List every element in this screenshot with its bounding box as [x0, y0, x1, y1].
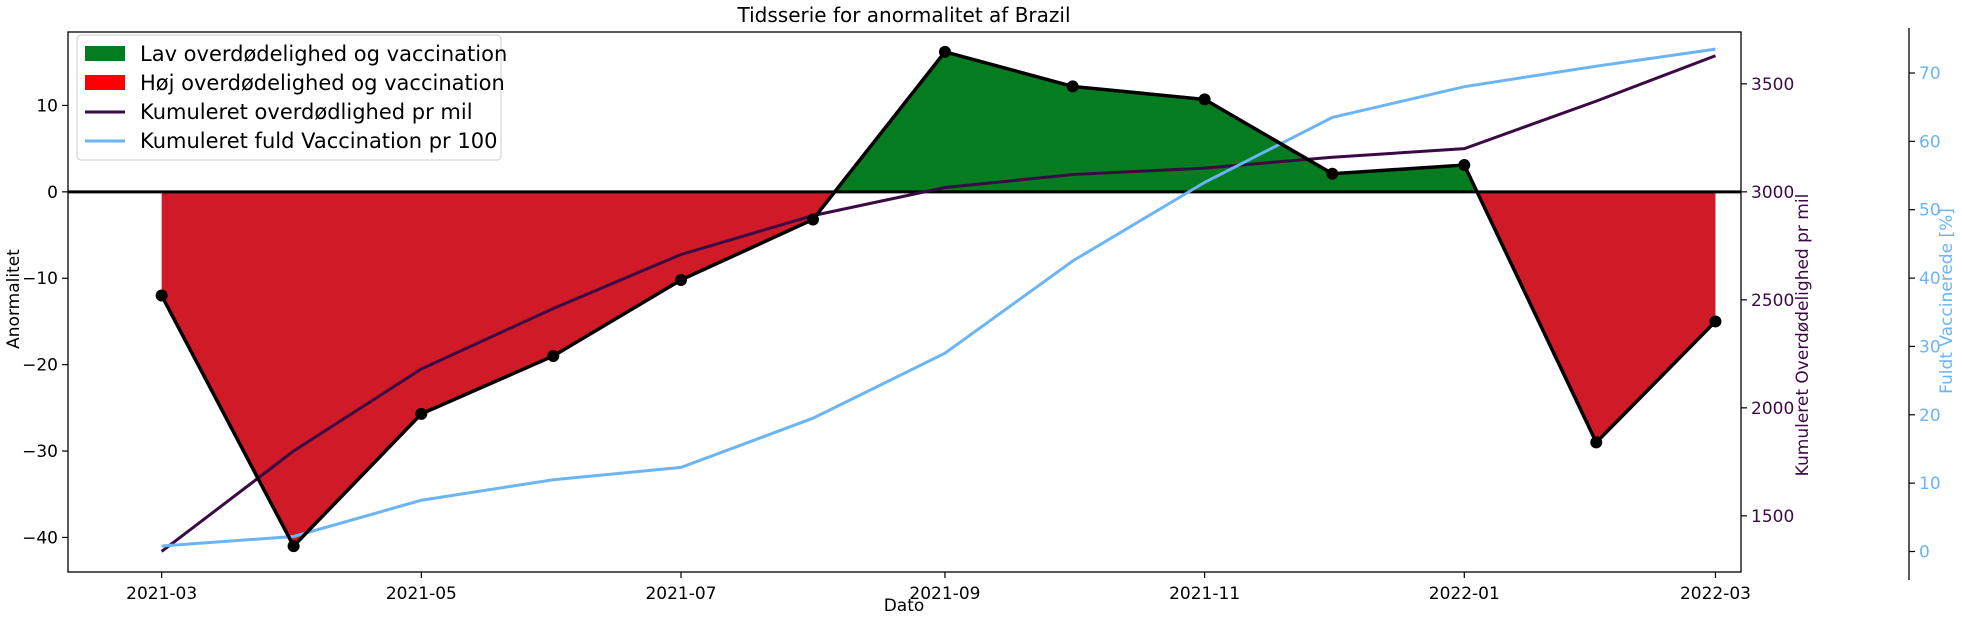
- y-right2-tick-label: 40: [1919, 269, 1941, 289]
- x-tick-label: 2021-11: [1169, 584, 1240, 604]
- y-tick-label: −30: [22, 442, 58, 462]
- data-point-2021-06: [547, 350, 560, 362]
- x-tick-label: 2021-03: [126, 584, 197, 604]
- legend-label-vaccination: Kumuleret fuld Vaccination pr 100: [140, 129, 497, 153]
- tick-layer: 2021-03 2021-05 2021-07 2021-09 2021-11 2022-…: [22, 64, 1941, 604]
- data-point-2021-03: [155, 289, 168, 302]
- chart-title: Tidsserie for anormalitet af Brazil: [737, 3, 1071, 27]
- x-tick-label: 2022-03: [1680, 584, 1751, 604]
- y-right-tick-label: 3000: [1751, 183, 1794, 203]
- fill-hoj-overdodelighed: [161, 191, 1716, 547]
- x-axis-label: Dato: [884, 596, 925, 616]
- y-right2-tick-label: 0: [1919, 542, 1930, 562]
- fill-lav-overdodelighed: [834, 51, 1478, 192]
- legend-label-lav: Lav overdødelighed og vaccination: [140, 42, 507, 66]
- y-right-tick-label: 1500: [1751, 507, 1794, 527]
- y-right2-tick-label: 10: [1919, 474, 1941, 494]
- axes-layer: [67, 28, 1910, 580]
- data-point-2021-09: [938, 45, 951, 58]
- y-right-tick-label: 2000: [1751, 399, 1794, 419]
- data-point-2021-11: [1198, 93, 1211, 106]
- data-point-2021-10: [1066, 80, 1079, 93]
- x-tick-label: 2021-09: [909, 584, 980, 604]
- data-point-2022-01: [1458, 159, 1471, 172]
- data-point-2022-03: [1709, 315, 1722, 328]
- y-tick-label: 10: [36, 96, 58, 116]
- y-axis-label: Anormalitet: [4, 249, 24, 349]
- line-layer: [68, 45, 1741, 553]
- y-right2-tick-label: 60: [1919, 132, 1941, 152]
- y-right2-tick-label: 30: [1919, 337, 1941, 357]
- y-axis-right2-label: Fuldt Vaccinerede [%]: [1937, 208, 1957, 394]
- data-point-2021-04: [287, 540, 300, 553]
- data-point-2022-02: [1590, 436, 1603, 449]
- data-point-2021-07: [675, 273, 688, 286]
- x-tick-label: 2022-01: [1429, 584, 1500, 604]
- data-point-2021-05: [415, 407, 428, 420]
- x-tick-label: 2021-05: [386, 584, 457, 604]
- fill-layer: [161, 51, 1716, 547]
- y-axis-right-label: Kumuleret Overdødelighed pr mil: [1793, 194, 1813, 477]
- data-point-2021-12: [1326, 167, 1339, 180]
- legend-frame: [76, 34, 502, 161]
- legend-label-hoj: Høj overdødelighed og vaccination: [140, 71, 505, 95]
- y-tick-label: 0: [47, 183, 58, 203]
- legend-swatch-hoj: [85, 75, 125, 90]
- y-right-tick-label: 3500: [1751, 75, 1794, 95]
- y-right2-tick-label: 70: [1919, 64, 1941, 84]
- series-line-vaccination: [161, 47, 1716, 548]
- legend-label-overdodelighed: Kumuleret overdødlighed pr mil: [140, 100, 473, 124]
- y-tick-label: −10: [22, 269, 58, 289]
- series-line-overdodelighed: [160, 54, 1716, 553]
- plot-frame: [67, 31, 1742, 573]
- data-point-2021-08: [806, 213, 819, 226]
- y-tick-label: −20: [22, 356, 58, 376]
- y-right2-tick-label: 50: [1919, 201, 1941, 221]
- x-tick-label: 2021-07: [645, 584, 716, 604]
- y-tick-label: −40: [22, 528, 58, 548]
- legend-swatch-lav: [85, 46, 125, 61]
- legend: Lav overdødelighed og vaccination Høj ov…: [76, 34, 507, 161]
- y-right2-tick-label: 20: [1919, 406, 1941, 426]
- y-right-tick-label: 2500: [1751, 291, 1794, 311]
